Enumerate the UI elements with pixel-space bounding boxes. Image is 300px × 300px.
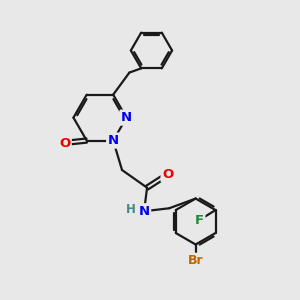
Text: N: N: [121, 111, 132, 124]
Text: N: N: [108, 134, 119, 147]
Text: F: F: [195, 214, 204, 227]
Text: O: O: [162, 168, 173, 181]
Text: O: O: [59, 137, 70, 150]
Text: Br: Br: [188, 254, 203, 267]
Text: N: N: [139, 205, 150, 218]
Text: H: H: [126, 203, 136, 216]
